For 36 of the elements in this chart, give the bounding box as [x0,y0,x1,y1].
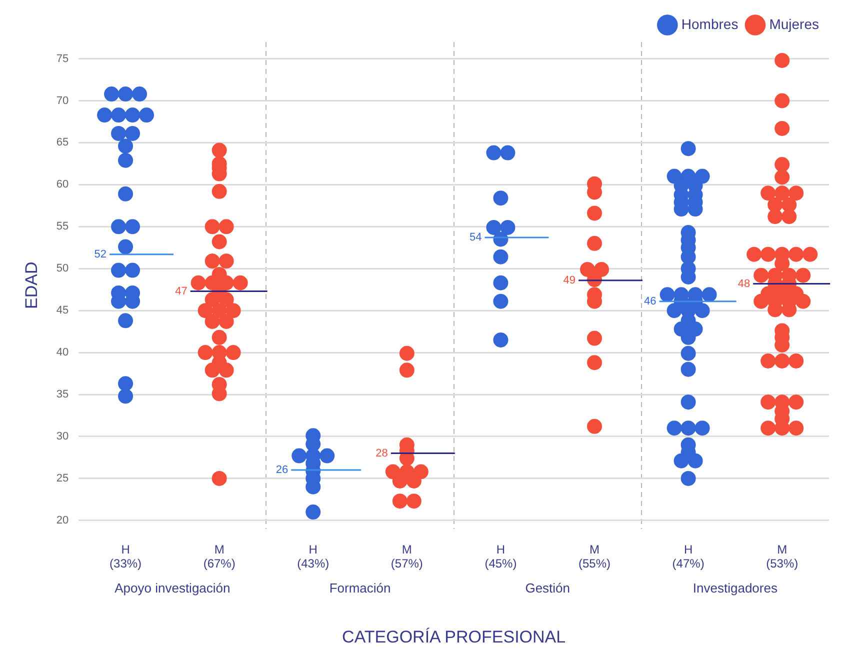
x-tick-label: H (43%) [297,542,330,571]
x-tick-label: M (67%) [203,542,236,571]
y-tick-label: 50 [56,262,69,275]
annotation: 46 [644,295,656,308]
y-tick-label: 75 [56,52,69,65]
y-tick-label: 55 [56,220,69,233]
y-axis-title: EDAD [22,262,41,310]
y-tick-label: 70 [56,94,69,107]
y-tick-label: 60 [56,178,69,191]
annotation: 47 [175,285,188,298]
text: Gestión [525,580,570,596]
x-tick-label: M (55%) [578,542,611,571]
x-tick-label: H (45%) [484,542,517,571]
y-tick-label: 30 [56,430,69,443]
annotation: 54 [469,232,482,244]
x-tick-label: H (33%) [110,542,142,571]
text: Apoyo investigación [114,580,230,596]
y-tick-label: 65 [56,136,69,149]
x-tick-label: M (57%) [390,542,423,571]
y-tick-label: 25 [56,472,69,484]
y-tick-label: 40 [56,346,69,359]
annotation: 28 [376,447,388,460]
annotation: 49 [563,274,576,286]
annotation: 26 [276,464,288,476]
y-tick-label: 20 [56,514,69,526]
y-tick-label: 45 [56,304,69,317]
x-tick-label: M (53%) [766,542,798,571]
text: Investigadores [692,580,778,596]
legend-label: Hombres [681,16,738,32]
annotation: 52 [94,248,107,260]
annotation: 48 [738,278,750,290]
x-axis-title: CATEGORÍA PROFESIONAL [342,627,566,646]
y-tick-label: 35 [56,388,69,401]
x-tick-label: H (47%) [672,542,704,571]
legend-label: Mujeres [769,16,820,32]
text: Formación [329,580,391,596]
